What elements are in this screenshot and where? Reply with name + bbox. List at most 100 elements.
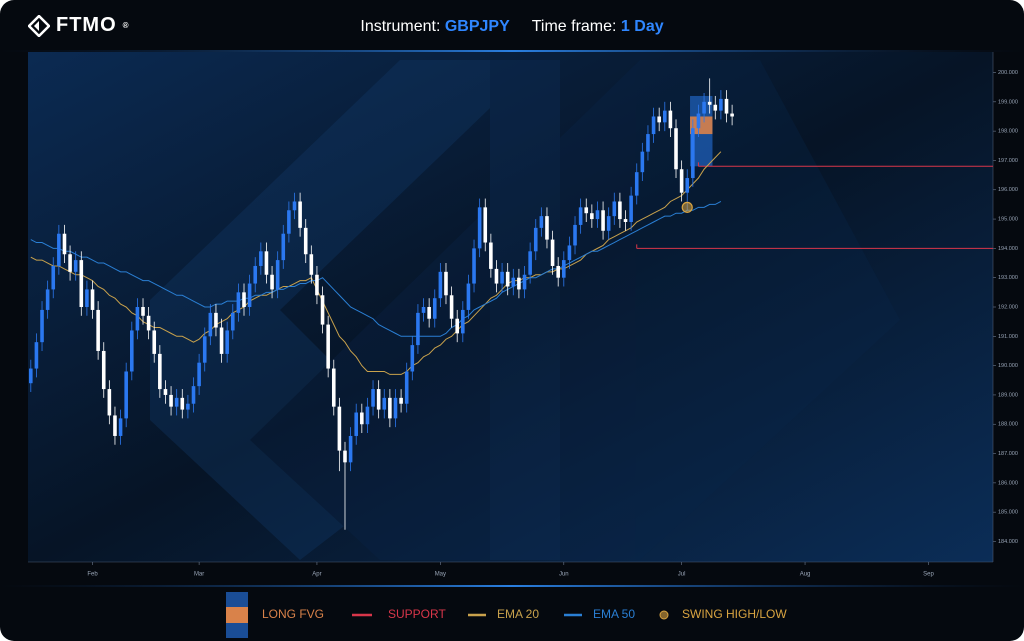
timeframe: 1 Day <box>620 18 664 35</box>
candle-body <box>259 251 263 266</box>
candle-body <box>416 312 420 346</box>
candle-body <box>674 128 678 170</box>
candle-body <box>730 113 734 117</box>
candle-body <box>432 298 437 319</box>
candle-body <box>225 330 229 354</box>
instrument: GBPJPY <box>444 18 510 35</box>
candle-body <box>354 412 359 436</box>
timeframe-label: Time frame: <box>531 18 617 35</box>
candle-body <box>388 397 392 419</box>
candle-body <box>158 353 162 390</box>
candle-body <box>533 227 538 252</box>
y-tick-label: 196.000 <box>998 187 1018 193</box>
candle-body <box>477 207 482 249</box>
candle-body <box>483 207 488 243</box>
candle-body <box>623 219 628 222</box>
logo-icon <box>28 14 50 37</box>
candle-body <box>691 128 695 179</box>
candle-body <box>202 336 207 363</box>
candle-body <box>455 318 459 334</box>
watermark <box>150 60 900 560</box>
candle-body <box>606 216 611 231</box>
candle-body <box>303 227 308 255</box>
candle-body <box>236 292 241 313</box>
y-tick-label: 185.000 <box>998 510 1018 516</box>
candle-body <box>393 397 398 419</box>
y-tick-label: 189.000 <box>998 392 1018 398</box>
candle-body <box>702 101 706 114</box>
x-tick-label: Sep <box>923 572 934 578</box>
legend-label: SUPPORT <box>388 607 446 621</box>
y-tick-label: 190.000 <box>998 363 1018 369</box>
candle-body <box>461 309 465 334</box>
candle-body <box>556 265 560 278</box>
candle-body <box>57 233 61 266</box>
candle-body <box>45 289 50 310</box>
candle-body <box>264 251 269 275</box>
candle-body <box>101 350 106 390</box>
candle-body <box>107 389 112 416</box>
y-tick-label: 187.000 <box>998 451 1018 457</box>
candle-body <box>539 216 544 228</box>
y-tick-label: 191.000 <box>998 334 1018 340</box>
candle-body <box>545 216 549 240</box>
candle-body <box>382 397 387 410</box>
candle-body <box>629 195 633 222</box>
candle-body <box>640 151 645 173</box>
y-tick-label: 194.000 <box>998 246 1018 252</box>
x-tick-label: Jun <box>559 572 569 578</box>
candle-body <box>29 368 33 384</box>
candle-body <box>163 389 168 395</box>
candle-body <box>208 312 213 337</box>
candle-body <box>253 265 258 284</box>
y-tick-label: 200.000 <box>998 70 1018 76</box>
candle-body <box>410 345 415 372</box>
logo-mark: ® <box>122 21 130 30</box>
candle-body <box>360 412 364 425</box>
y-tick-label: 193.000 <box>998 275 1018 281</box>
candle-body <box>550 239 555 266</box>
candle-body <box>141 307 145 316</box>
candle-body <box>371 389 375 407</box>
footer-glow <box>0 585 1024 587</box>
candle-body <box>129 330 134 372</box>
candle-body <box>96 309 100 351</box>
logo-text: FTMO <box>56 14 117 36</box>
y-tick-label: 192.000 <box>998 304 1018 310</box>
candle-body <box>696 113 701 129</box>
candle-body <box>404 371 409 404</box>
candle-body <box>135 307 140 331</box>
legend-label: EMA 50 <box>593 607 635 621</box>
candle-body <box>500 271 504 284</box>
candle-body <box>191 386 196 404</box>
candle-body <box>685 178 690 193</box>
candle-body <box>528 251 532 275</box>
candle-body <box>618 201 622 220</box>
candle-body <box>657 116 661 123</box>
candle-body <box>337 406 342 451</box>
header-glow <box>0 50 1024 52</box>
y-tick-label: 199.000 <box>998 99 1018 105</box>
x-tick-label: May <box>435 572 446 578</box>
candle-body <box>219 327 224 354</box>
candle-body <box>494 268 499 284</box>
candle-body <box>68 254 72 272</box>
candle-body <box>427 307 431 319</box>
candle-body <box>567 245 572 261</box>
candle-body <box>62 233 67 255</box>
candle-body <box>612 201 617 217</box>
candle-body <box>601 210 605 231</box>
candle-body <box>438 271 443 299</box>
candle-body <box>315 274 319 296</box>
candle-body <box>584 207 589 214</box>
candle-body <box>287 210 291 234</box>
swing-point <box>681 201 693 213</box>
candle-body <box>489 242 493 269</box>
y-tick-label: 184.000 <box>998 539 1018 545</box>
candle-body <box>113 415 117 436</box>
candle-body <box>562 260 566 278</box>
candle-body <box>573 224 577 246</box>
candle-body <box>281 233 286 261</box>
